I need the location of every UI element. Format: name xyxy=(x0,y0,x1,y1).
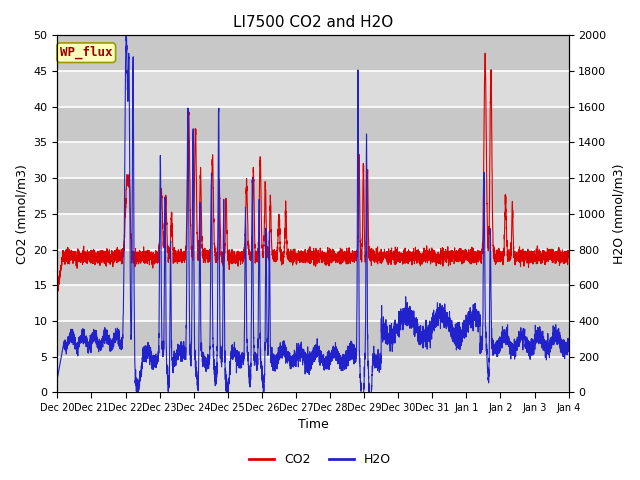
Bar xyxy=(58,214,568,250)
Y-axis label: H2O (mmol/m3): H2O (mmol/m3) xyxy=(612,164,625,264)
Y-axis label: CO2 (mmol/m3): CO2 (mmol/m3) xyxy=(15,164,28,264)
Bar xyxy=(58,178,568,214)
Bar xyxy=(58,143,568,178)
Text: WP_flux: WP_flux xyxy=(60,46,113,60)
Bar xyxy=(58,107,568,143)
Bar xyxy=(58,321,568,357)
Title: LI7500 CO2 and H2O: LI7500 CO2 and H2O xyxy=(233,15,393,30)
Bar xyxy=(58,36,568,71)
Bar xyxy=(58,357,568,393)
Legend: CO2, H2O: CO2, H2O xyxy=(244,448,396,471)
X-axis label: Time: Time xyxy=(298,419,328,432)
Bar xyxy=(58,285,568,321)
Bar xyxy=(58,250,568,285)
Bar xyxy=(58,71,568,107)
